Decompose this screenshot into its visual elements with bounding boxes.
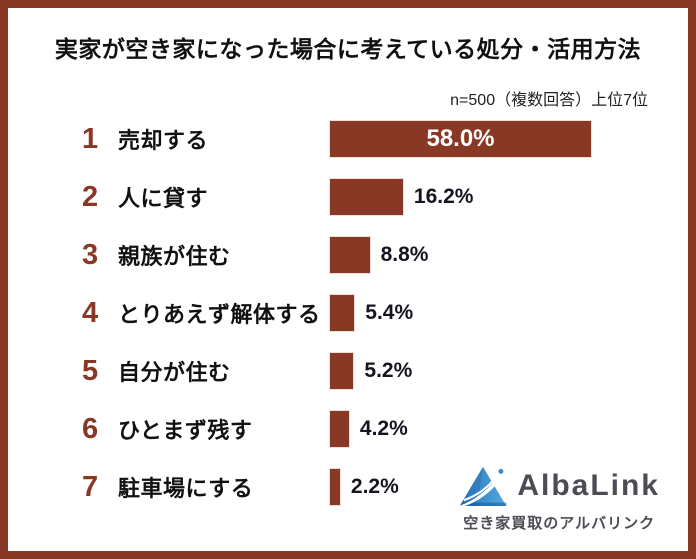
value-label: 5.4% bbox=[365, 301, 414, 324]
chart-row: 1 売却する 58.0% bbox=[8, 110, 688, 168]
bar bbox=[330, 237, 370, 273]
rank-number: 1 bbox=[82, 122, 99, 155]
bar bbox=[330, 179, 403, 215]
bar bbox=[330, 295, 355, 331]
value-label: 16.2% bbox=[413, 185, 474, 208]
logo-brand-text: AlbaLink bbox=[517, 469, 660, 502]
bar bbox=[330, 411, 349, 447]
chart-rows: 1 売却する 58.0% 2 人に貸す 16.2% 3 親族が住む 8.8% bbox=[8, 110, 688, 516]
category-label: 駐車場にする bbox=[118, 476, 254, 501]
bar bbox=[330, 469, 340, 505]
chart-row: 3 親族が住む 8.8% bbox=[8, 226, 688, 284]
bar bbox=[330, 353, 354, 389]
sample-size-note: n=500（複数回答）上位7位 bbox=[450, 92, 648, 109]
bar-area: 8.8% bbox=[330, 226, 688, 284]
bar-area: 16.2% bbox=[330, 168, 688, 226]
bar-area: 2.2% bbox=[330, 458, 688, 516]
bar-area: 5.4% bbox=[330, 284, 688, 342]
rank-number: 4 bbox=[82, 296, 99, 329]
value-label: 2.2% bbox=[350, 475, 399, 498]
chart-title: 実家が空き家になった場合に考えている処分・活用方法 bbox=[54, 36, 642, 62]
bar bbox=[330, 121, 591, 157]
bar-area: 58.0% bbox=[330, 110, 688, 168]
chart-row: 6 ひとまず残す 4.2% bbox=[8, 400, 688, 458]
logo-top-row: AlbaLink bbox=[458, 464, 660, 508]
value-label: 8.8% bbox=[380, 243, 429, 266]
category-label: 人に貸す bbox=[118, 186, 209, 211]
bar-area: 4.2% bbox=[330, 400, 688, 458]
rank-number: 2 bbox=[82, 180, 99, 213]
rank-number: 6 bbox=[82, 412, 99, 445]
chart-row: 4 とりあえず解体する 5.4% bbox=[8, 284, 688, 342]
value-label: 58.0% bbox=[426, 125, 495, 152]
rank-number: 7 bbox=[82, 470, 99, 503]
value-label: 4.2% bbox=[359, 417, 408, 440]
chart-row: 7 駐車場にする 2.2% bbox=[8, 458, 688, 516]
logo-tagline: 空き家買取のアルバリンク bbox=[463, 515, 656, 532]
rank-number: 5 bbox=[82, 354, 99, 387]
category-label: 親族が住む bbox=[118, 244, 231, 269]
albalink-logo: AlbaLink 空き家買取のアルバリンク bbox=[458, 464, 660, 533]
rank-number: 3 bbox=[82, 238, 99, 271]
category-label: 自分が住む bbox=[118, 360, 231, 385]
category-label: とりあえず解体する bbox=[118, 302, 321, 327]
value-label: 5.2% bbox=[364, 359, 413, 382]
chart-row: 5 自分が住む 5.2% bbox=[8, 342, 688, 400]
bar-area: 5.2% bbox=[330, 342, 688, 400]
category-label: ひとまず残す bbox=[118, 418, 253, 443]
albalink-triangle-icon bbox=[458, 464, 508, 508]
chart-row: 2 人に貸す 16.2% bbox=[8, 168, 688, 226]
category-label: 売却する bbox=[118, 128, 209, 153]
